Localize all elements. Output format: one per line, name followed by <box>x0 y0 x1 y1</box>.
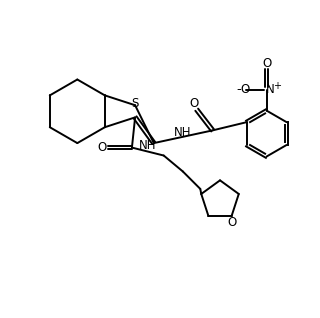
Text: O: O <box>98 141 107 154</box>
Text: O: O <box>189 98 198 110</box>
Text: NH: NH <box>174 126 191 139</box>
Text: -: - <box>236 84 241 96</box>
Text: S: S <box>132 97 139 110</box>
Text: +: + <box>273 81 281 91</box>
Text: O: O <box>241 84 250 96</box>
Text: N: N <box>266 84 275 96</box>
Text: O: O <box>227 217 236 230</box>
Text: O: O <box>262 57 271 70</box>
Text: NH: NH <box>139 139 156 152</box>
